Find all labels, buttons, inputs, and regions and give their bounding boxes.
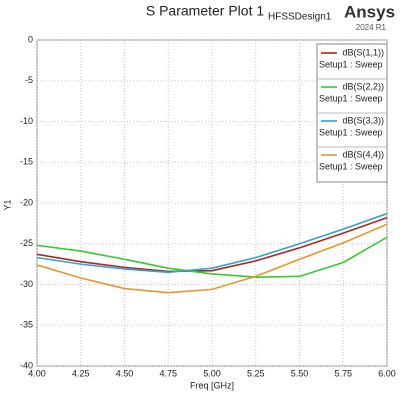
y-tick-label: -35 [20,320,33,330]
x-tick-label: 6.00 [378,368,396,378]
legend-setup: Setup1 : Sweep [319,93,383,103]
chart-title: S Parameter Plot 1 [146,3,264,19]
version: 2024 R1 [356,23,387,32]
x-tick-label: 4.25 [72,368,90,378]
y-tick-label: -5 [25,75,33,85]
design-name: HFSSDesign1 [268,12,332,23]
y-tick-label: -10 [20,116,33,126]
series-line [36,236,388,278]
x-axis-label: Freq [GHz] [190,380,234,390]
x-tick-label: 4.00 [28,368,46,378]
y-tick-label: -20 [20,197,33,207]
legend-setup: Setup1 : Sweep [319,59,383,69]
legend-setup: Setup1 : Sweep [319,161,383,171]
legend-label: dB(S(3,3)) [342,115,384,125]
series-line [36,223,388,294]
y-tick-label: -15 [20,157,33,167]
x-tick-label: 5.25 [247,368,265,378]
y-tick-label: -30 [20,279,33,289]
legend-label: dB(S(1,1)) [342,47,384,57]
x-tick-label: 4.75 [159,368,177,378]
legend-label: dB(S(4,4)) [342,149,384,159]
legend-label: dB(S(2,2)) [342,81,384,91]
y-axis-label: Y1 [2,199,12,210]
x-tick-label: 5.50 [291,368,309,378]
legend-setup: Setup1 : Sweep [319,127,383,137]
x-tick-label: 4.50 [116,368,134,378]
y-tick-label: -25 [20,238,33,248]
series-line [36,212,388,274]
brand: Ansys [344,2,395,21]
x-tick-label: 5.00 [203,368,221,378]
y-tick-label: -40 [20,360,33,370]
series-line [36,216,388,273]
x-tick-label: 5.75 [334,368,352,378]
y-tick-label: 0 [28,34,33,44]
